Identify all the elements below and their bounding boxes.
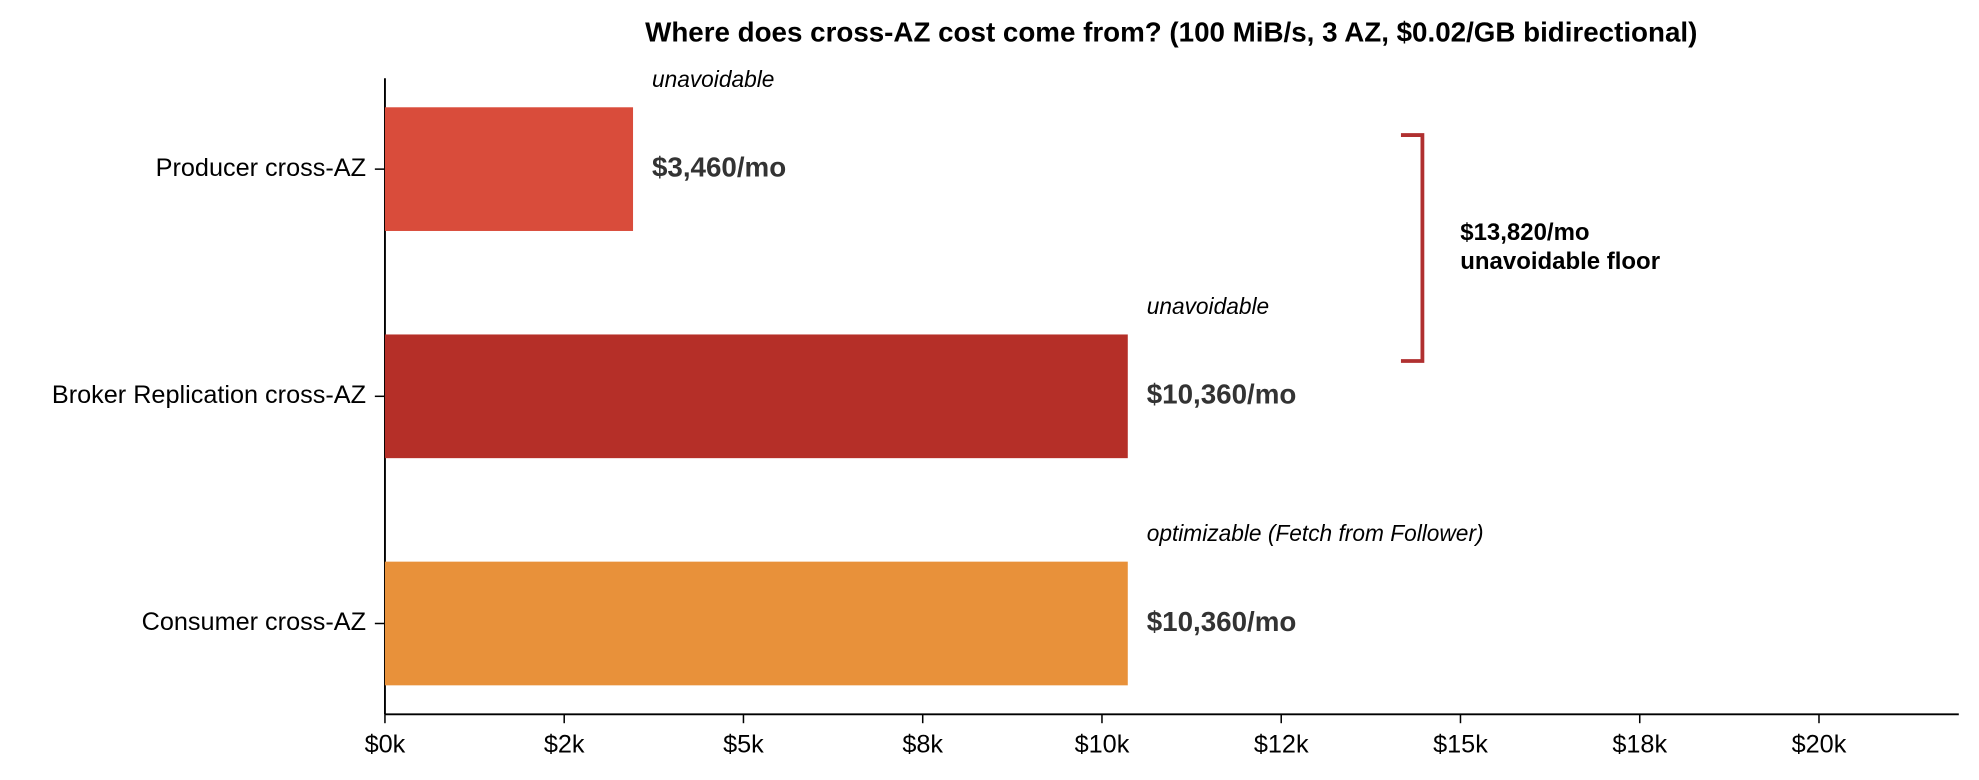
bracket [1400,133,1425,363]
x-tick-label: $2k [544,731,585,759]
x-tick-label: $12k [1254,731,1309,759]
bar [384,561,1128,686]
annotation: unavoidable [652,66,774,92]
x-tick-label: $0k [365,731,406,759]
x-tick-label: $18k [1612,731,1667,759]
annotation: optimizable (Fetch from Follower) [1147,520,1484,546]
value-label: $3,460/mo [652,151,786,182]
category-label: Consumer cross-AZ [142,608,366,636]
x-tick-label: $8k [902,731,943,759]
x-tick-label: $15k [1433,731,1488,759]
bracket-label: unavoidable floor [1460,248,1660,275]
chart-title: Where does cross-AZ cost come from? (100… [645,16,1697,47]
bar [384,107,634,231]
x-tick-label: $20k [1792,731,1847,759]
annotation: unavoidable [1147,293,1269,319]
x-tick-label: $10k [1075,731,1130,759]
value-label: $10,360/mo [1147,606,1297,637]
category-label: Producer cross-AZ [156,154,366,182]
value-label: $10,360/mo [1147,379,1297,410]
category-label: Broker Replication cross-AZ [52,381,366,409]
bracket-label: $13,820/mo [1460,219,1589,246]
bar [384,334,1128,459]
x-tick-label: $5k [723,731,764,759]
